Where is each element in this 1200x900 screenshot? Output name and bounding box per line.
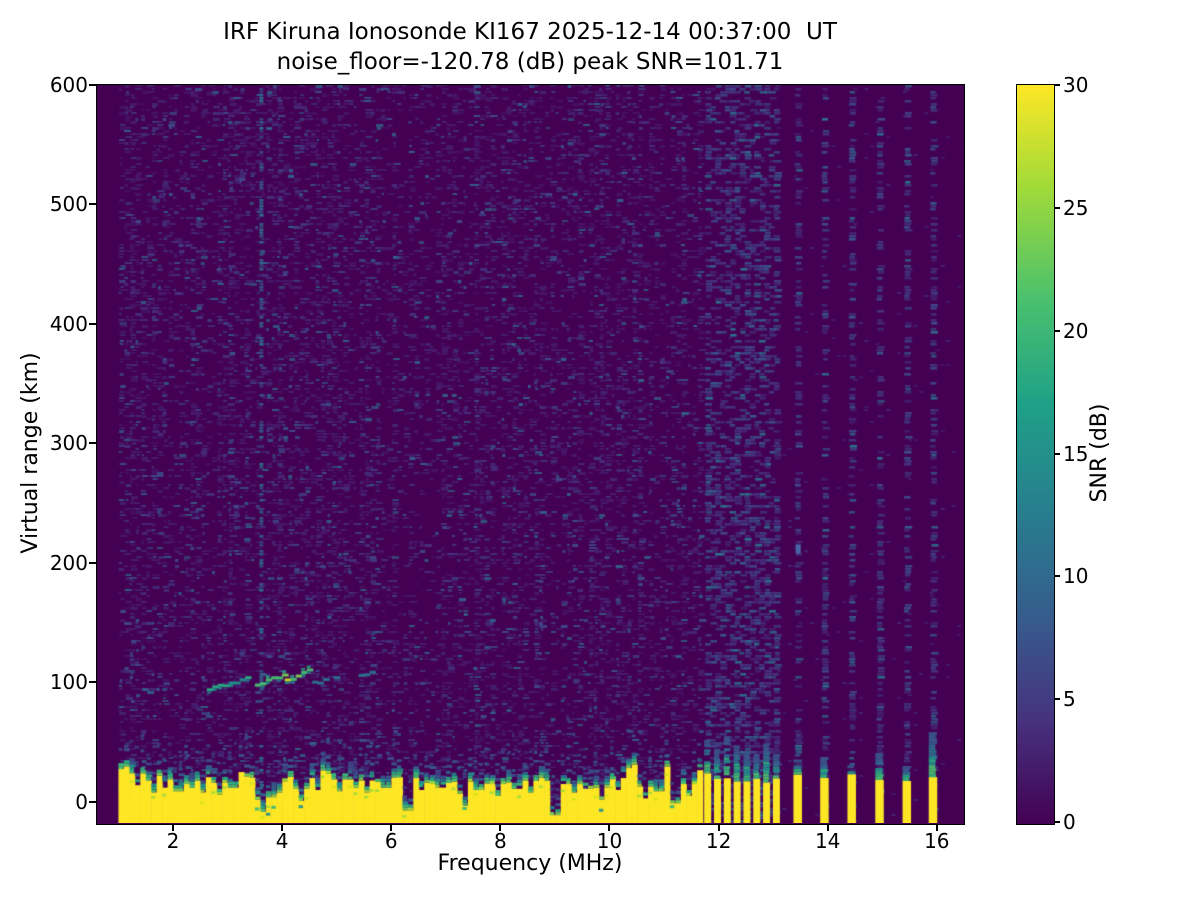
x-tick-label: 12 — [705, 829, 732, 853]
y-tick-mark — [89, 84, 96, 86]
y-tick-label: 400 — [49, 311, 88, 336]
colorbar-tick-mark — [1054, 329, 1060, 332]
colorbar-tick-mark — [1054, 84, 1060, 86]
colorbar-gradient — [1017, 85, 1054, 824]
y-tick-label: 500 — [49, 192, 88, 217]
x-tick-mark — [935, 824, 938, 831]
y-tick-mark — [89, 442, 96, 445]
x-tick-mark — [608, 824, 611, 831]
colorbar-tick-mark — [1054, 206, 1060, 209]
y-tick-label: 100 — [49, 670, 88, 695]
x-tick-label: 16 — [924, 829, 950, 853]
colorbar-tick-label: 30 — [1063, 73, 1089, 97]
x-tick-mark — [826, 824, 829, 831]
colorbar-tick-label: 0 — [1063, 810, 1076, 834]
chart-title: IRF Kiruna Ionosonde KI167 2025-12-14 00… — [223, 19, 837, 45]
y-tick-mark — [89, 561, 96, 564]
y-tick-mark — [89, 322, 96, 325]
colorbar-tick-mark — [1054, 452, 1060, 455]
y-tick-mark — [89, 203, 96, 206]
x-tick-label: 2 — [166, 829, 180, 853]
x-tick-label: 10 — [596, 829, 623, 853]
x-tick-label: 14 — [814, 829, 841, 853]
y-tick-label: 300 — [49, 431, 88, 456]
x-tick-label: 8 — [493, 829, 507, 853]
colorbar-tick-label: 25 — [1063, 195, 1089, 220]
colorbar-tick-label: 15 — [1063, 441, 1089, 466]
ionogram-heatmap — [97, 85, 963, 823]
colorbar-tick-mark — [1054, 698, 1060, 701]
x-tick-mark — [717, 824, 720, 831]
colorbar-tick-label: 20 — [1063, 318, 1089, 343]
colorbar-tick-label: 5 — [1063, 687, 1076, 712]
colorbar-tick-mark — [1054, 575, 1060, 578]
chart-subtitle: noise_floor=-120.78 (dB) peak SNR=101.71 — [276, 49, 784, 75]
colorbar-tick-mark — [1054, 821, 1060, 823]
x-tick-mark — [171, 824, 174, 831]
x-tick-mark — [390, 824, 393, 831]
y-tick-mark — [89, 681, 96, 684]
colorbar — [1016, 84, 1055, 825]
colorbar-tick-label: 10 — [1063, 564, 1089, 589]
x-tick-label: 4 — [275, 829, 289, 853]
x-tick-label: 6 — [384, 829, 398, 853]
x-tick-mark — [281, 824, 284, 831]
y-tick-label: 200 — [49, 550, 88, 575]
x-axis-label: Frequency (MHz) — [437, 851, 623, 876]
y-tick-mark — [89, 800, 96, 803]
x-tick-mark — [499, 824, 502, 831]
y-tick-label: 0 — [75, 789, 88, 814]
y-tick-label: 600 — [49, 73, 88, 97]
